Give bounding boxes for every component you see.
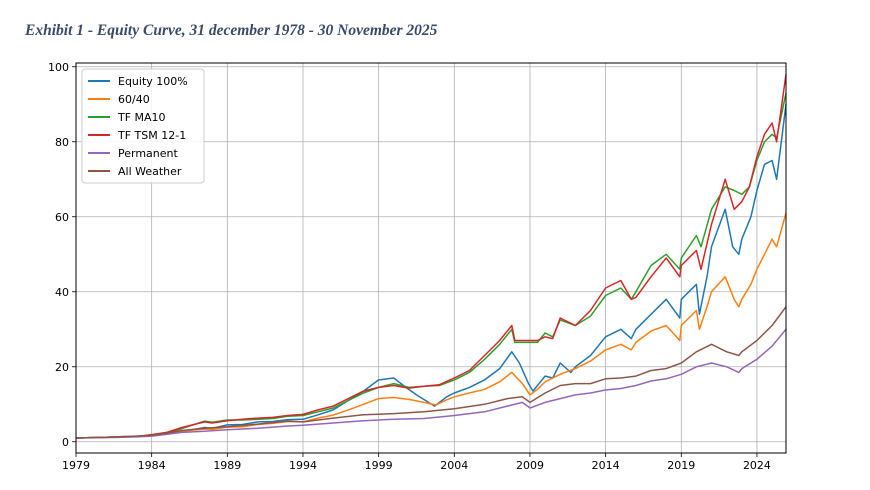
legend-box — [81, 68, 205, 184]
legend: Equity 100% 60/40 TF MA10 TF TSM 12-1 Perman… — [81, 68, 205, 184]
series-line-tf-tsm-12-1 — [75, 74, 787, 439]
y-tick-label: 20 — [55, 361, 69, 374]
x-tick-label: 2014 — [592, 459, 620, 472]
x-tick-label: 2024 — [743, 459, 771, 472]
series-line-permanent — [75, 328, 787, 439]
x-tick-label: 1984 — [138, 459, 166, 472]
x-tick-label: 1994 — [289, 459, 317, 472]
plot-frame — [75, 62, 787, 454]
y-tick-label: 60 — [55, 211, 69, 224]
x-tick-label: 1999 — [365, 459, 393, 472]
legend-label: Permanent — [118, 147, 179, 160]
y-tick-label: 40 — [55, 286, 69, 299]
x-tick-label: 2019 — [667, 459, 695, 472]
x-tick-label: 1979 — [62, 459, 90, 472]
legend-label: TF MA10 — [117, 111, 166, 124]
exhibit-title: Exhibit 1 - Equity Curve, 31 december 19… — [25, 22, 438, 39]
y-tick-label: 100 — [48, 61, 69, 74]
series-line-60-40 — [75, 212, 787, 439]
x-tick-label: 1989 — [213, 459, 241, 472]
legend-label: Equity 100% — [118, 75, 188, 88]
y-tick-label: 80 — [55, 136, 69, 149]
y-tick-label: 0 — [62, 436, 69, 449]
axis-ticks: 1979 1984 1989 1994 1999 2004 2009 2014 2019 2024… — [48, 61, 771, 472]
legend-label: TF TSM 12-1 — [117, 129, 186, 142]
x-tick-label: 2004 — [440, 459, 468, 472]
series-line-all-weather — [75, 306, 787, 439]
legend-label: All Weather — [118, 165, 182, 178]
legend-label: 60/40 — [118, 93, 150, 106]
series-lines — [75, 74, 787, 439]
series-line-equity-100- — [75, 104, 787, 439]
x-tick-label: 2009 — [516, 459, 544, 472]
